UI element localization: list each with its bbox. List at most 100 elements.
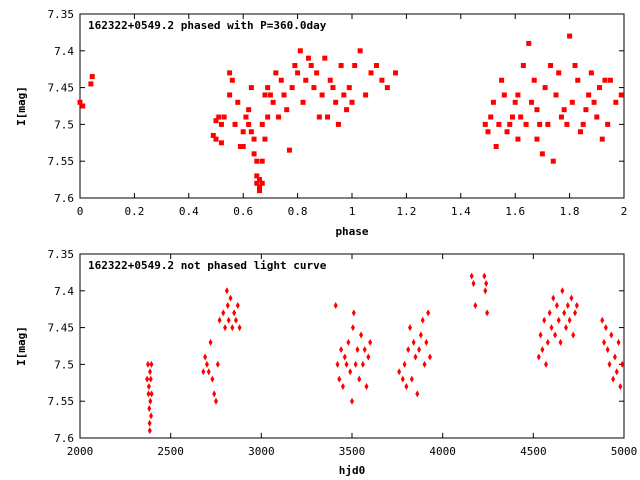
- data-point: [531, 77, 537, 83]
- data-point: [233, 316, 238, 324]
- data-point: [284, 107, 290, 113]
- data-point: [564, 121, 570, 127]
- data-point: [297, 48, 303, 54]
- data-point: [338, 63, 344, 69]
- data-point: [515, 136, 521, 142]
- data-point: [520, 63, 526, 69]
- data-point: [359, 331, 364, 339]
- data-point: [404, 382, 409, 390]
- x-tick-label: 0.2: [124, 205, 144, 218]
- data-point: [77, 99, 83, 105]
- y-tick-label: 7.55: [48, 155, 75, 168]
- data-point: [330, 85, 336, 91]
- data-point: [243, 114, 249, 120]
- data-point: [364, 382, 369, 390]
- data-point: [333, 99, 339, 105]
- data-point: [509, 114, 515, 120]
- data-point: [512, 99, 518, 105]
- data-point: [149, 390, 154, 398]
- data-point: [212, 390, 217, 398]
- data-point: [553, 331, 558, 339]
- y-tick-label: 7.45: [48, 322, 75, 335]
- data-point: [493, 143, 499, 149]
- data-point: [147, 419, 152, 427]
- y-tick-label: 7.6: [54, 432, 74, 445]
- axis-ticks: 2000 2500 3000 3500 4000 4500 5000 7.35 7.4 7.45 7…: [48, 248, 638, 458]
- data-point: [232, 121, 238, 127]
- data-points: [77, 33, 624, 194]
- x-tick-label: 5000: [611, 445, 638, 458]
- data-point: [215, 360, 220, 368]
- data-point: [350, 324, 355, 332]
- data-point: [415, 390, 420, 398]
- data-point: [254, 173, 260, 179]
- data-point: [496, 121, 502, 127]
- data-point: [488, 114, 494, 120]
- data-point: [340, 382, 345, 390]
- y-tick-label: 7.35: [48, 8, 75, 21]
- data-point: [545, 121, 551, 127]
- data-point: [368, 338, 373, 346]
- data-point: [560, 287, 565, 295]
- data-point: [553, 92, 559, 98]
- data-point: [362, 346, 367, 354]
- data-point: [490, 99, 496, 105]
- data-point: [240, 143, 246, 149]
- data-point: [232, 309, 237, 317]
- data-point: [484, 279, 489, 287]
- data-point: [618, 382, 623, 390]
- data-point: [413, 353, 418, 361]
- data-point: [577, 129, 583, 135]
- data-point: [360, 360, 365, 368]
- data-point: [230, 324, 235, 332]
- data-point: [147, 368, 152, 376]
- x-tick-label: 4000: [429, 445, 456, 458]
- data-point: [265, 114, 271, 120]
- data-point: [311, 85, 317, 91]
- data-point: [406, 346, 411, 354]
- x-tick-label: 3500: [339, 445, 366, 458]
- data-point: [542, 85, 548, 91]
- data-point: [259, 180, 265, 186]
- data-point: [210, 375, 215, 383]
- data-point: [229, 77, 235, 83]
- data-point: [575, 77, 581, 83]
- data-point: [515, 92, 521, 98]
- data-point: [353, 360, 358, 368]
- data-point: [485, 129, 491, 135]
- data-point: [339, 346, 344, 354]
- data-point: [204, 360, 209, 368]
- y-tick-label: 7.55: [48, 395, 75, 408]
- data-point: [562, 309, 567, 317]
- data-point: [226, 316, 231, 324]
- data-point: [149, 412, 154, 420]
- data-point: [605, 346, 610, 354]
- data-point: [149, 360, 154, 368]
- data-point: [346, 338, 351, 346]
- data-point: [276, 114, 282, 120]
- data-point: [469, 272, 474, 280]
- data-point: [373, 63, 379, 69]
- data-point: [605, 121, 611, 127]
- x-axis-label: hjd0: [339, 464, 366, 477]
- data-point: [538, 331, 543, 339]
- y-tick-label: 7.4: [54, 45, 74, 58]
- data-point: [613, 99, 619, 105]
- data-point: [567, 33, 573, 39]
- data-point: [379, 77, 385, 83]
- data-point: [148, 397, 153, 405]
- data-point: [147, 427, 152, 435]
- x-tick-label: 1.2: [396, 205, 416, 218]
- data-point: [591, 99, 597, 105]
- data-point: [602, 77, 608, 83]
- data-point: [235, 99, 241, 105]
- plot-frame: [79, 13, 625, 199]
- data-point: [363, 92, 369, 98]
- data-point: [602, 338, 607, 346]
- plot-frame: [79, 253, 625, 439]
- data-point: [88, 81, 94, 87]
- data-point: [411, 338, 416, 346]
- x-tick-label: 0.6: [233, 205, 253, 218]
- data-point: [483, 287, 488, 295]
- data-point: [507, 121, 513, 127]
